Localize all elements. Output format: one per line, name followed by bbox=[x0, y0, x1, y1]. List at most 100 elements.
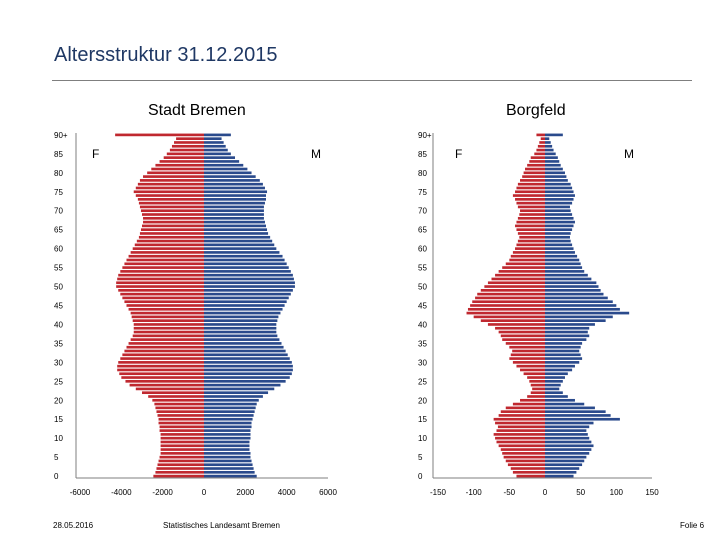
bar-male-borgfeld bbox=[545, 277, 592, 281]
bar-female-borgfeld bbox=[527, 163, 545, 167]
bar-female-borgfeld bbox=[516, 474, 545, 478]
bar-female-borgfeld bbox=[515, 198, 545, 201]
bar-male-borgfeld bbox=[545, 296, 608, 300]
bar-male-stadt-bremen bbox=[204, 228, 268, 232]
bar-female-stadt-bremen bbox=[128, 307, 204, 311]
bar-female-stadt-bremen bbox=[128, 254, 204, 258]
bar-female-stadt-bremen bbox=[143, 216, 204, 220]
bar-male-borgfeld bbox=[545, 307, 620, 311]
bar-female-borgfeld bbox=[519, 213, 545, 216]
bar-male-stadt-bremen bbox=[204, 307, 283, 311]
bar-male-borgfeld bbox=[545, 289, 601, 292]
bar-female-stadt-bremen bbox=[122, 353, 204, 357]
bar-female-borgfeld bbox=[480, 319, 545, 322]
bar-male-stadt-bremen bbox=[204, 402, 257, 406]
bar-female-borgfeld bbox=[475, 296, 545, 300]
bar-male-stadt-bremen bbox=[204, 171, 252, 175]
bar-male-stadt-bremen bbox=[204, 315, 279, 319]
bar-male-stadt-bremen bbox=[204, 285, 295, 288]
age-tick-label: 65 bbox=[54, 226, 63, 235]
bar-female-stadt-bremen bbox=[158, 459, 204, 463]
bar-female-stadt-bremen bbox=[130, 338, 204, 341]
bar-male-stadt-bremen bbox=[204, 198, 266, 201]
age-tick-label: 20 bbox=[418, 396, 427, 405]
bar-male-borgfeld bbox=[545, 417, 620, 421]
bar-male-stadt-bremen bbox=[204, 395, 263, 398]
bar-male-stadt-bremen bbox=[204, 357, 290, 360]
bar-female-borgfeld bbox=[530, 383, 545, 387]
bar-male-stadt-bremen bbox=[204, 179, 260, 182]
bar-male-borgfeld bbox=[545, 141, 551, 144]
bar-female-borgfeld bbox=[537, 144, 545, 148]
age-tick-label: 20 bbox=[54, 396, 63, 405]
age-tick-label: 85 bbox=[418, 150, 427, 159]
bar-male-stadt-bremen bbox=[204, 209, 264, 213]
bar-male-borgfeld bbox=[545, 395, 568, 398]
bar-female-borgfeld bbox=[523, 372, 545, 376]
bar-male-borgfeld bbox=[545, 421, 594, 425]
age-tick-label: 75 bbox=[54, 188, 63, 197]
bar-male-stadt-bremen bbox=[204, 243, 275, 247]
bar-male-stadt-bremen bbox=[204, 323, 277, 326]
bar-male-borgfeld bbox=[545, 232, 571, 235]
age-tick-label: 0 bbox=[54, 472, 59, 481]
bar-female-borgfeld bbox=[516, 364, 545, 368]
bar-male-borgfeld bbox=[545, 364, 575, 368]
bar-female-stadt-bremen bbox=[121, 376, 204, 379]
bar-male-borgfeld bbox=[545, 330, 588, 334]
bar-male-borgfeld bbox=[545, 160, 560, 163]
age-tick-label: 60 bbox=[54, 245, 63, 254]
age-tick-label: 5 bbox=[54, 453, 59, 462]
x-tick-label: -50 bbox=[504, 488, 516, 497]
bar-male-stadt-bremen bbox=[204, 326, 277, 330]
bar-female-stadt-bremen bbox=[156, 467, 204, 470]
bar-female-borgfeld bbox=[495, 273, 545, 277]
bar-male-stadt-bremen bbox=[204, 330, 277, 334]
bar-male-borgfeld bbox=[545, 410, 606, 413]
x-tick-label: 0 bbox=[202, 488, 207, 497]
bar-female-borgfeld bbox=[470, 304, 545, 307]
bar-female-stadt-bremen bbox=[138, 201, 204, 205]
bar-male-borgfeld bbox=[545, 243, 573, 247]
bar-male-stadt-bremen bbox=[204, 440, 250, 444]
bar-female-borgfeld bbox=[498, 270, 545, 273]
age-tick-label: 40 bbox=[418, 320, 427, 329]
bar-male-stadt-bremen bbox=[204, 361, 292, 364]
bar-female-borgfeld bbox=[536, 133, 545, 137]
bar-male-stadt-bremen bbox=[204, 190, 268, 194]
bar-female-borgfeld bbox=[516, 243, 545, 247]
bar-female-stadt-bremen bbox=[139, 179, 204, 182]
bar-male-borgfeld bbox=[545, 144, 553, 148]
bar-female-borgfeld bbox=[509, 258, 545, 262]
bar-female-stadt-bremen bbox=[136, 239, 204, 243]
bar-female-stadt-bremen bbox=[131, 315, 204, 319]
bar-female-borgfeld bbox=[477, 292, 545, 296]
bar-female-borgfeld bbox=[515, 247, 545, 250]
bar-female-stadt-bremen bbox=[157, 463, 204, 467]
age-tick-label: 35 bbox=[54, 339, 63, 348]
bar-female-borgfeld bbox=[512, 251, 545, 254]
bar-male-stadt-bremen bbox=[204, 247, 277, 250]
bar-male-borgfeld bbox=[545, 387, 560, 391]
bar-male-borgfeld bbox=[545, 304, 617, 307]
bar-female-borgfeld bbox=[520, 398, 545, 402]
bar-female-borgfeld bbox=[487, 281, 545, 285]
bar-female-borgfeld bbox=[502, 452, 545, 455]
bar-male-stadt-bremen bbox=[204, 304, 285, 307]
male-label: M bbox=[311, 147, 321, 161]
bar-female-borgfeld bbox=[517, 216, 545, 220]
bar-female-borgfeld bbox=[500, 334, 545, 338]
bar-female-borgfeld bbox=[516, 228, 545, 232]
bar-male-stadt-bremen bbox=[204, 334, 278, 338]
bar-female-stadt-bremen bbox=[118, 273, 204, 277]
bar-male-stadt-bremen bbox=[204, 232, 269, 235]
age-tick-label: 35 bbox=[418, 339, 427, 348]
bar-female-borgfeld bbox=[515, 224, 545, 228]
bar-female-borgfeld bbox=[487, 323, 545, 326]
bar-female-borgfeld bbox=[484, 285, 545, 288]
age-tick-label: 75 bbox=[418, 188, 427, 197]
bar-female-stadt-bremen bbox=[130, 311, 204, 315]
bar-female-stadt-bremen bbox=[160, 448, 204, 451]
bar-male-borgfeld bbox=[545, 448, 592, 451]
x-tick-label: 100 bbox=[610, 488, 624, 497]
